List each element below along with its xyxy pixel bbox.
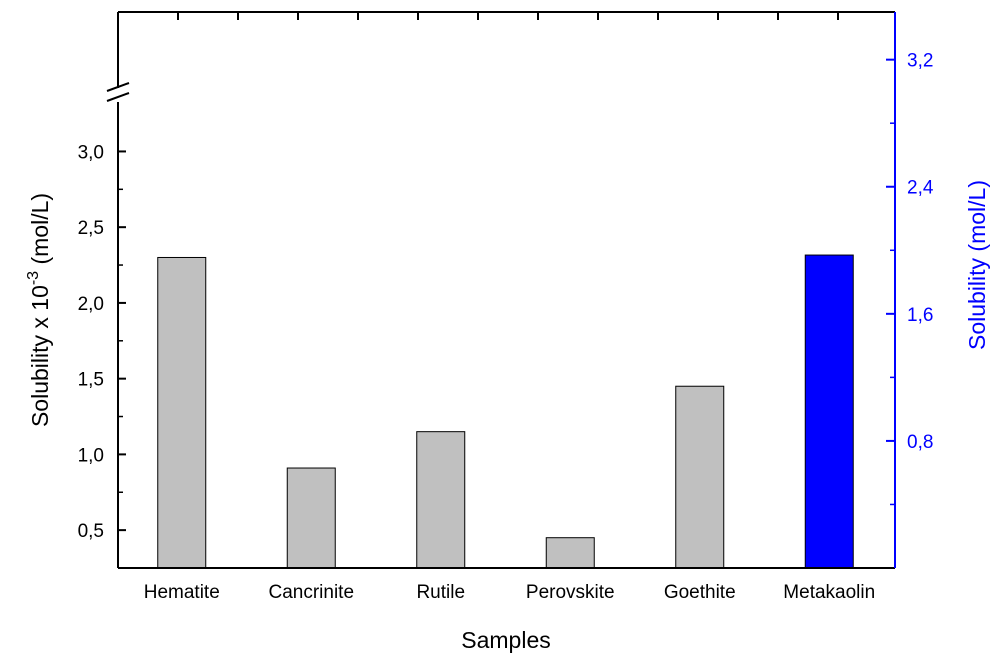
x-axis: Hematite Cancrinite Rutile Perovskite Goethi…	[144, 12, 875, 603]
right-y-axis-title: Solubility (mol/L)	[964, 180, 990, 350]
right-tick-label: 1,6	[907, 305, 933, 326]
right-tick-label: 2,4	[907, 178, 934, 199]
x-tick-label: Perovskite	[526, 582, 615, 603]
x-tick-label: Metakaolin	[783, 582, 875, 603]
x-tick-label: Hematite	[144, 582, 220, 603]
left-y-axis-title-unit: (mol/L)	[27, 193, 53, 271]
x-tick-label: Cancrinite	[268, 582, 354, 603]
axis-break-mark-lower	[106, 92, 130, 102]
left-tick-label: 1,0	[78, 445, 104, 466]
left-y-axis-title: Solubility x 10-3 (mol/L)	[25, 193, 53, 427]
bar-cancrinite	[286, 467, 336, 569]
bar-rutile	[416, 431, 466, 569]
right-tick-label: 0,8	[907, 432, 933, 453]
left-tick-label: 1,5	[78, 370, 104, 391]
left-y-axis: 0,5 1,0 1,5 2,0 2,5 3,0	[78, 12, 130, 568]
plot-frame	[118, 11, 895, 569]
x-tick-label: Goethite	[664, 582, 736, 603]
left-tick-label: 2,5	[78, 218, 104, 239]
left-tick-label: 2,0	[78, 294, 104, 315]
bar-hematite	[157, 256, 207, 569]
bar-goethite	[675, 385, 725, 569]
x-tick-label: Rutile	[416, 582, 465, 603]
bars-layer	[157, 254, 854, 569]
left-y-axis-title-exponent: -3	[25, 271, 42, 285]
bar-metakaolin	[804, 254, 854, 569]
right-y-axis: 0,8 1,6 2,4 3,2	[886, 12, 934, 568]
left-tick-label: 0,5	[78, 521, 104, 542]
left-y-axis-title-base: Solubility x 10	[27, 285, 53, 427]
bar-perovskite	[545, 537, 595, 569]
right-tick-label: 3,2	[907, 51, 933, 72]
x-axis-title: Samples	[461, 627, 550, 653]
left-tick-label: 3,0	[78, 142, 104, 163]
axis-break-mark-upper	[106, 82, 130, 92]
